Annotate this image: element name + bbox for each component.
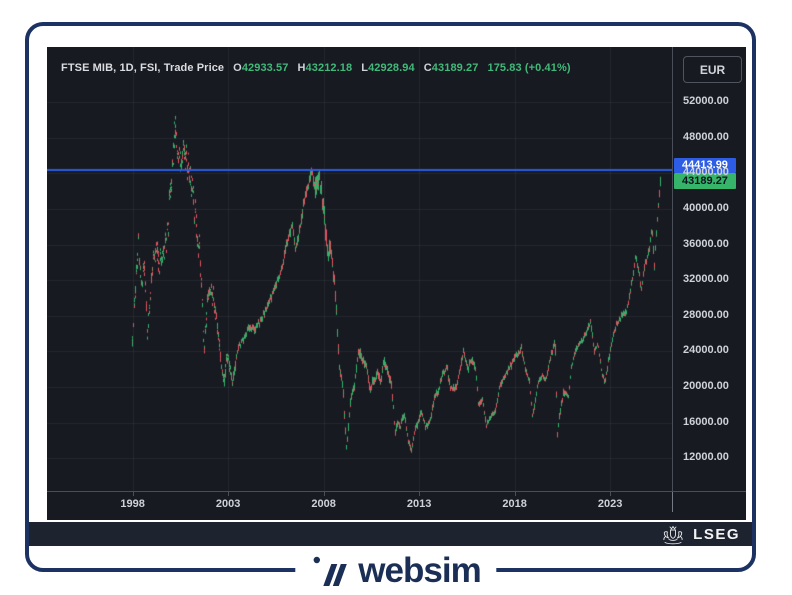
legend-ohlc: O42933.57 H43212.18 L42928.94 C43189.27 <box>224 62 478 74</box>
time-axis-label: 2008 <box>311 498 336 510</box>
candlestick-canvas[interactable] <box>47 47 672 491</box>
legend-ohlc-key: L <box>361 62 369 74</box>
price-axis-label: 12000.00 <box>683 451 729 464</box>
time-axis-tick <box>610 492 611 496</box>
legend-change: 175.83 (+0.41%) <box>487 62 571 74</box>
time-axis-label: 2023 <box>597 498 623 510</box>
time-axis-tick <box>419 492 420 496</box>
last-price-badge: 43189.27 <box>674 172 736 189</box>
price-axis-label: 16000.00 <box>683 415 729 428</box>
price-axis-label: 48000.00 <box>683 130 729 143</box>
price-axis-label: 24000.00 <box>683 344 729 357</box>
axis-corner-separator <box>672 492 673 512</box>
legend-ohlc-key: O <box>233 62 242 74</box>
price-axis-label: 44000.00 <box>683 166 729 179</box>
price-axis[interactable]: 44413.99 43189.27 12000.00 16000.00 20000.… <box>672 47 747 491</box>
chart-legend: FTSE MIB, 1D, FSI, Trade Price O42933.57 H… <box>61 62 571 74</box>
price-axis-label: 28000.00 <box>683 308 729 321</box>
price-axis-label: 52000.00 <box>683 95 729 108</box>
time-axis-tick <box>228 492 229 496</box>
lseg-crest-icon <box>663 525 683 544</box>
price-axis-label: 36000.00 <box>683 237 729 250</box>
legend-title[interactable]: FTSE MIB, 1D, FSI, Trade Price <box>61 62 225 74</box>
time-axis-tick <box>515 492 516 496</box>
currency-button[interactable]: EUR <box>683 56 742 83</box>
lseg-attribution-bar: LSEG <box>29 522 752 546</box>
legend-ohlc-value: 43189.27 <box>431 62 479 74</box>
legend-ohlc-value: 43212.18 <box>305 62 353 74</box>
legend-ohlc-value: 42933.57 <box>241 62 289 74</box>
time-axis[interactable]: 1998 2003 2008 2013 2018 2023 <box>47 491 746 521</box>
websim-w-icon <box>313 556 347 586</box>
legend-ohlc-key: H <box>297 62 306 74</box>
legend-ohlc-value: 42928.94 <box>368 62 415 74</box>
time-axis-tick <box>324 492 325 496</box>
websim-logo: websim <box>295 549 497 593</box>
lseg-logo: LSEG <box>660 524 740 545</box>
time-axis-label: 1998 <box>120 498 145 510</box>
time-axis-label: 2013 <box>406 498 432 510</box>
legend-ohlc-key: C <box>423 62 432 74</box>
time-axis-label: 2018 <box>502 498 527 510</box>
lseg-label: LSEG <box>693 525 740 543</box>
price-line-badge: 44413.99 <box>674 157 736 173</box>
time-axis-label: 2003 <box>215 498 241 510</box>
price-axis-label: 20000.00 <box>683 379 729 392</box>
websim-label: websim <box>358 551 481 590</box>
price-axis-label: 40000.00 <box>683 201 729 214</box>
time-axis-tick <box>133 492 134 496</box>
price-axis-label: 32000.00 <box>683 273 729 286</box>
